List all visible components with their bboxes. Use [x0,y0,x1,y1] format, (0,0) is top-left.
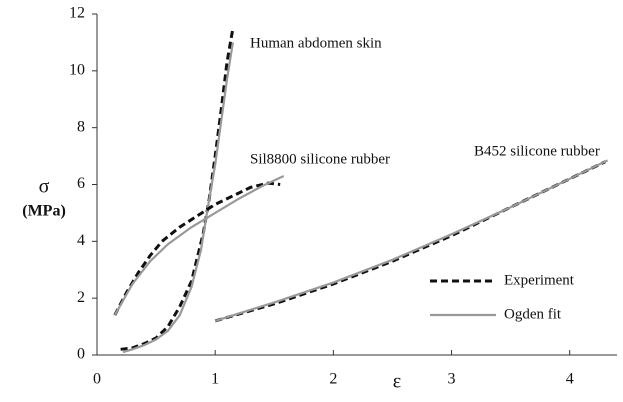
annotation: Sil8800 silicone rubber [250,151,390,167]
y-tick-label: 2 [77,289,85,306]
series-line [122,42,234,354]
series-line [113,174,285,316]
y-tick-label: 12 [69,5,85,22]
x-tick-label: 3 [448,371,456,388]
y-axis-unit: (MPa) [22,203,66,220]
x-tick-label: 0 [93,371,101,388]
x-tick-label: 4 [566,371,574,388]
y-tick-label: 6 [77,175,85,192]
y-tick-label: 0 [77,346,85,363]
legend-label: Ogden fit [504,306,562,322]
y-axis-label: σ [39,176,50,198]
y-tick-label: 8 [77,118,85,135]
series-line [214,160,606,323]
series-line [214,159,609,322]
series-line [113,181,281,316]
annotation: Human abdomen skin [250,35,382,51]
y-tick-label: 4 [77,232,85,249]
series-line [120,27,235,351]
annotation: B452 silicone rubber [474,143,600,159]
x-axis-label: ε [393,371,401,393]
x-tick-label: 1 [211,371,219,388]
x-tick-label: 2 [329,371,337,388]
y-tick-label: 10 [69,62,85,79]
legend-label: Experiment [504,272,575,288]
